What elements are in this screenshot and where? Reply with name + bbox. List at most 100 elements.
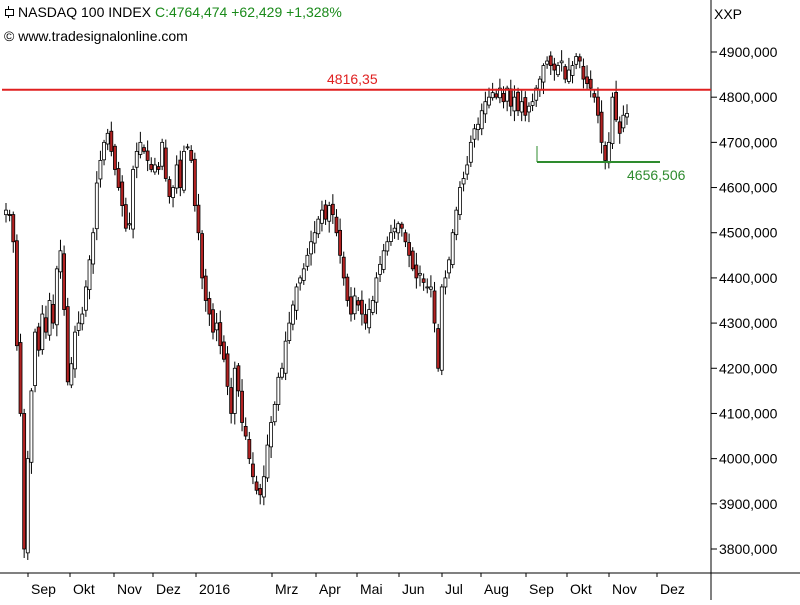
x-tick-label: Jun: [402, 581, 425, 597]
candle-body: [414, 264, 419, 279]
candle: [167, 176, 172, 204]
candle: [33, 328, 37, 393]
candle-body: [105, 132, 110, 145]
candle: [229, 377, 234, 424]
candle-body: [73, 331, 77, 370]
candle: [152, 157, 157, 175]
candle: [4, 203, 8, 223]
candle: [51, 294, 56, 329]
resistance-label: 4816,35: [327, 71, 378, 87]
candle: [221, 335, 226, 363]
y-tick-label: 4300,000: [719, 315, 778, 331]
y-tick-label: 4800,000: [719, 89, 778, 105]
candle-body: [109, 130, 114, 152]
candle: [83, 280, 88, 317]
candle-body: [476, 123, 481, 130]
candle-body: [203, 275, 208, 301]
candle-body: [80, 313, 85, 325]
y-tick-label: 4000,000: [719, 451, 778, 467]
candle-body: [370, 300, 375, 313]
candle: [44, 305, 48, 339]
candle: [211, 303, 215, 340]
candle-body: [588, 78, 593, 89]
candle-body: [418, 272, 422, 276]
candle: [534, 84, 539, 107]
candle-body: [240, 390, 244, 423]
candle: [105, 128, 110, 151]
candle-body: [138, 141, 143, 155]
candle: [207, 291, 212, 326]
candle: [596, 87, 600, 124]
y-tick-label: 4200,000: [719, 360, 778, 376]
candle: [421, 273, 426, 291]
candle-body: [269, 422, 274, 448]
candle: [359, 290, 364, 326]
candle-body: [25, 458, 30, 554]
quote-text: C:4764,474 +62,429 +1,328%: [154, 4, 342, 20]
candle-body: [381, 250, 386, 270]
candle: [316, 216, 321, 239]
candle-body: [4, 209, 8, 216]
x-tick-label: Dez: [660, 581, 685, 597]
candle: [537, 75, 542, 97]
candle: [131, 165, 136, 239]
candle-body: [581, 65, 586, 80]
candle-body: [403, 232, 408, 243]
symbol-name: NASDAQ 100 INDEX: [18, 4, 152, 20]
candle: [621, 105, 626, 133]
candle: [338, 218, 343, 264]
candle-body: [407, 242, 412, 256]
candle: [251, 452, 255, 485]
candle-body: [490, 92, 495, 99]
candle-body: [327, 205, 332, 222]
candle: [11, 211, 16, 253]
candle-body: [247, 439, 252, 460]
candle-body: [559, 60, 564, 64]
candle: [120, 175, 125, 217]
candle-body: [18, 342, 23, 414]
candle-body: [149, 164, 154, 170]
candle-body: [552, 63, 557, 71]
x-tick-label: Nov: [612, 581, 637, 597]
candle-body: [378, 263, 382, 275]
candle-body: [54, 268, 59, 326]
candle: [258, 483, 263, 505]
candle-body: [83, 286, 88, 311]
candle-body: [120, 181, 125, 207]
candle-body: [479, 110, 484, 130]
candle-body: [200, 233, 205, 279]
candle-body: [276, 376, 281, 405]
candle-body: [574, 56, 579, 65]
y-tick-label: 3900,000: [719, 496, 778, 512]
candle: [410, 247, 415, 272]
candle-body: [131, 169, 136, 230]
candle: [570, 61, 575, 84]
candle: [559, 50, 564, 72]
candle: [574, 53, 579, 70]
candle-body: [207, 298, 212, 315]
candle-body: [614, 92, 619, 121]
candle-body: [29, 390, 34, 463]
candle-body: [265, 444, 270, 479]
candle: [214, 313, 219, 342]
x-tick-label: Mrz: [275, 581, 298, 597]
candle: [123, 197, 128, 232]
candle: [305, 248, 310, 271]
candle-body: [160, 141, 165, 167]
candle-body: [298, 277, 303, 284]
candle-body: [345, 276, 350, 301]
candle-body: [519, 101, 524, 113]
candle: [182, 145, 186, 194]
y-tick-label: 4600,000: [719, 180, 778, 196]
candle-body: [501, 93, 506, 103]
candle: [240, 379, 244, 432]
candle-body: [516, 91, 520, 112]
candle: [109, 121, 114, 157]
candle-body: [178, 159, 183, 188]
candle: [276, 372, 281, 411]
candle: [465, 156, 470, 180]
candle-body: [65, 306, 70, 383]
x-tick-label: Okt: [73, 581, 95, 597]
